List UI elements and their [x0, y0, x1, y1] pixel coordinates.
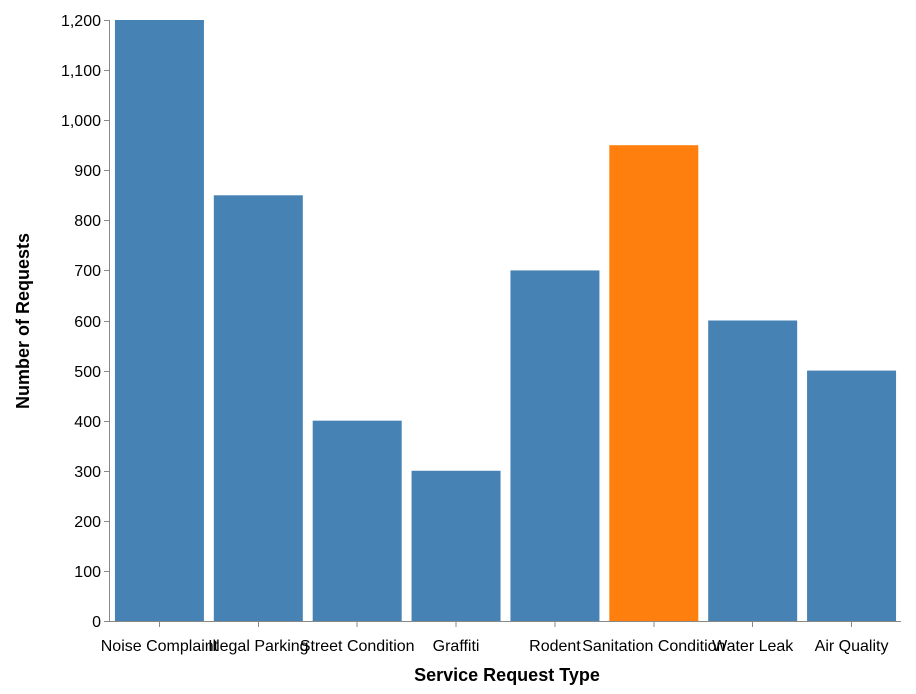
x-tick-label-noise-complaint: Noise Complaint — [101, 638, 219, 655]
y-tick-label: 200 — [74, 514, 101, 531]
x-tick-label-graffiti: Graffiti — [433, 638, 480, 655]
y-tick-label: 1,100 — [61, 63, 101, 80]
bar-air-quality — [807, 370, 897, 621]
bars-group — [114, 20, 897, 622]
y-tick-label: 700 — [74, 263, 101, 280]
y-axis-title: Number of Requests — [13, 233, 33, 409]
x-tick-label-water-leak: Water Leak — [712, 638, 794, 655]
y-tick-label: 1,000 — [61, 113, 101, 130]
bar-water-leak — [708, 320, 798, 621]
bar-graffiti — [411, 470, 501, 621]
y-tick-label: 300 — [74, 464, 101, 481]
x-axis-title: Service Request Type — [414, 665, 600, 685]
bar-noise-complaint — [114, 20, 204, 621]
y-tick-label: 100 — [74, 564, 101, 581]
x-tick-label-street-condition: Street Condition — [300, 638, 415, 655]
y-tick-label: 800 — [74, 213, 101, 230]
y-tick-label: 500 — [74, 364, 101, 381]
y-tick-label: 400 — [74, 414, 101, 431]
y-tick-label: 0 — [92, 614, 101, 631]
x-tick-label-illegal-parking: Illegal Parking — [208, 638, 309, 655]
bar-sanitation-condition — [609, 145, 699, 622]
bar-illegal-parking — [213, 195, 303, 621]
y-tick-label: 600 — [74, 314, 101, 331]
y-tick-label: 1,200 — [61, 13, 101, 30]
bar-street-condition — [312, 420, 402, 621]
bar-rodent — [510, 270, 600, 621]
y-tick-label: 900 — [74, 163, 101, 180]
y-axis: 0 100 200 300 400 500 600 700 800 900 1,000 1,100 1,… — [61, 13, 110, 631]
x-tick-label-rodent: Rodent — [529, 638, 581, 655]
x-tick-label-air-quality: Air Quality — [815, 638, 889, 655]
x-tick-label-sanitation-condition: Sanitation Condition — [582, 638, 725, 655]
